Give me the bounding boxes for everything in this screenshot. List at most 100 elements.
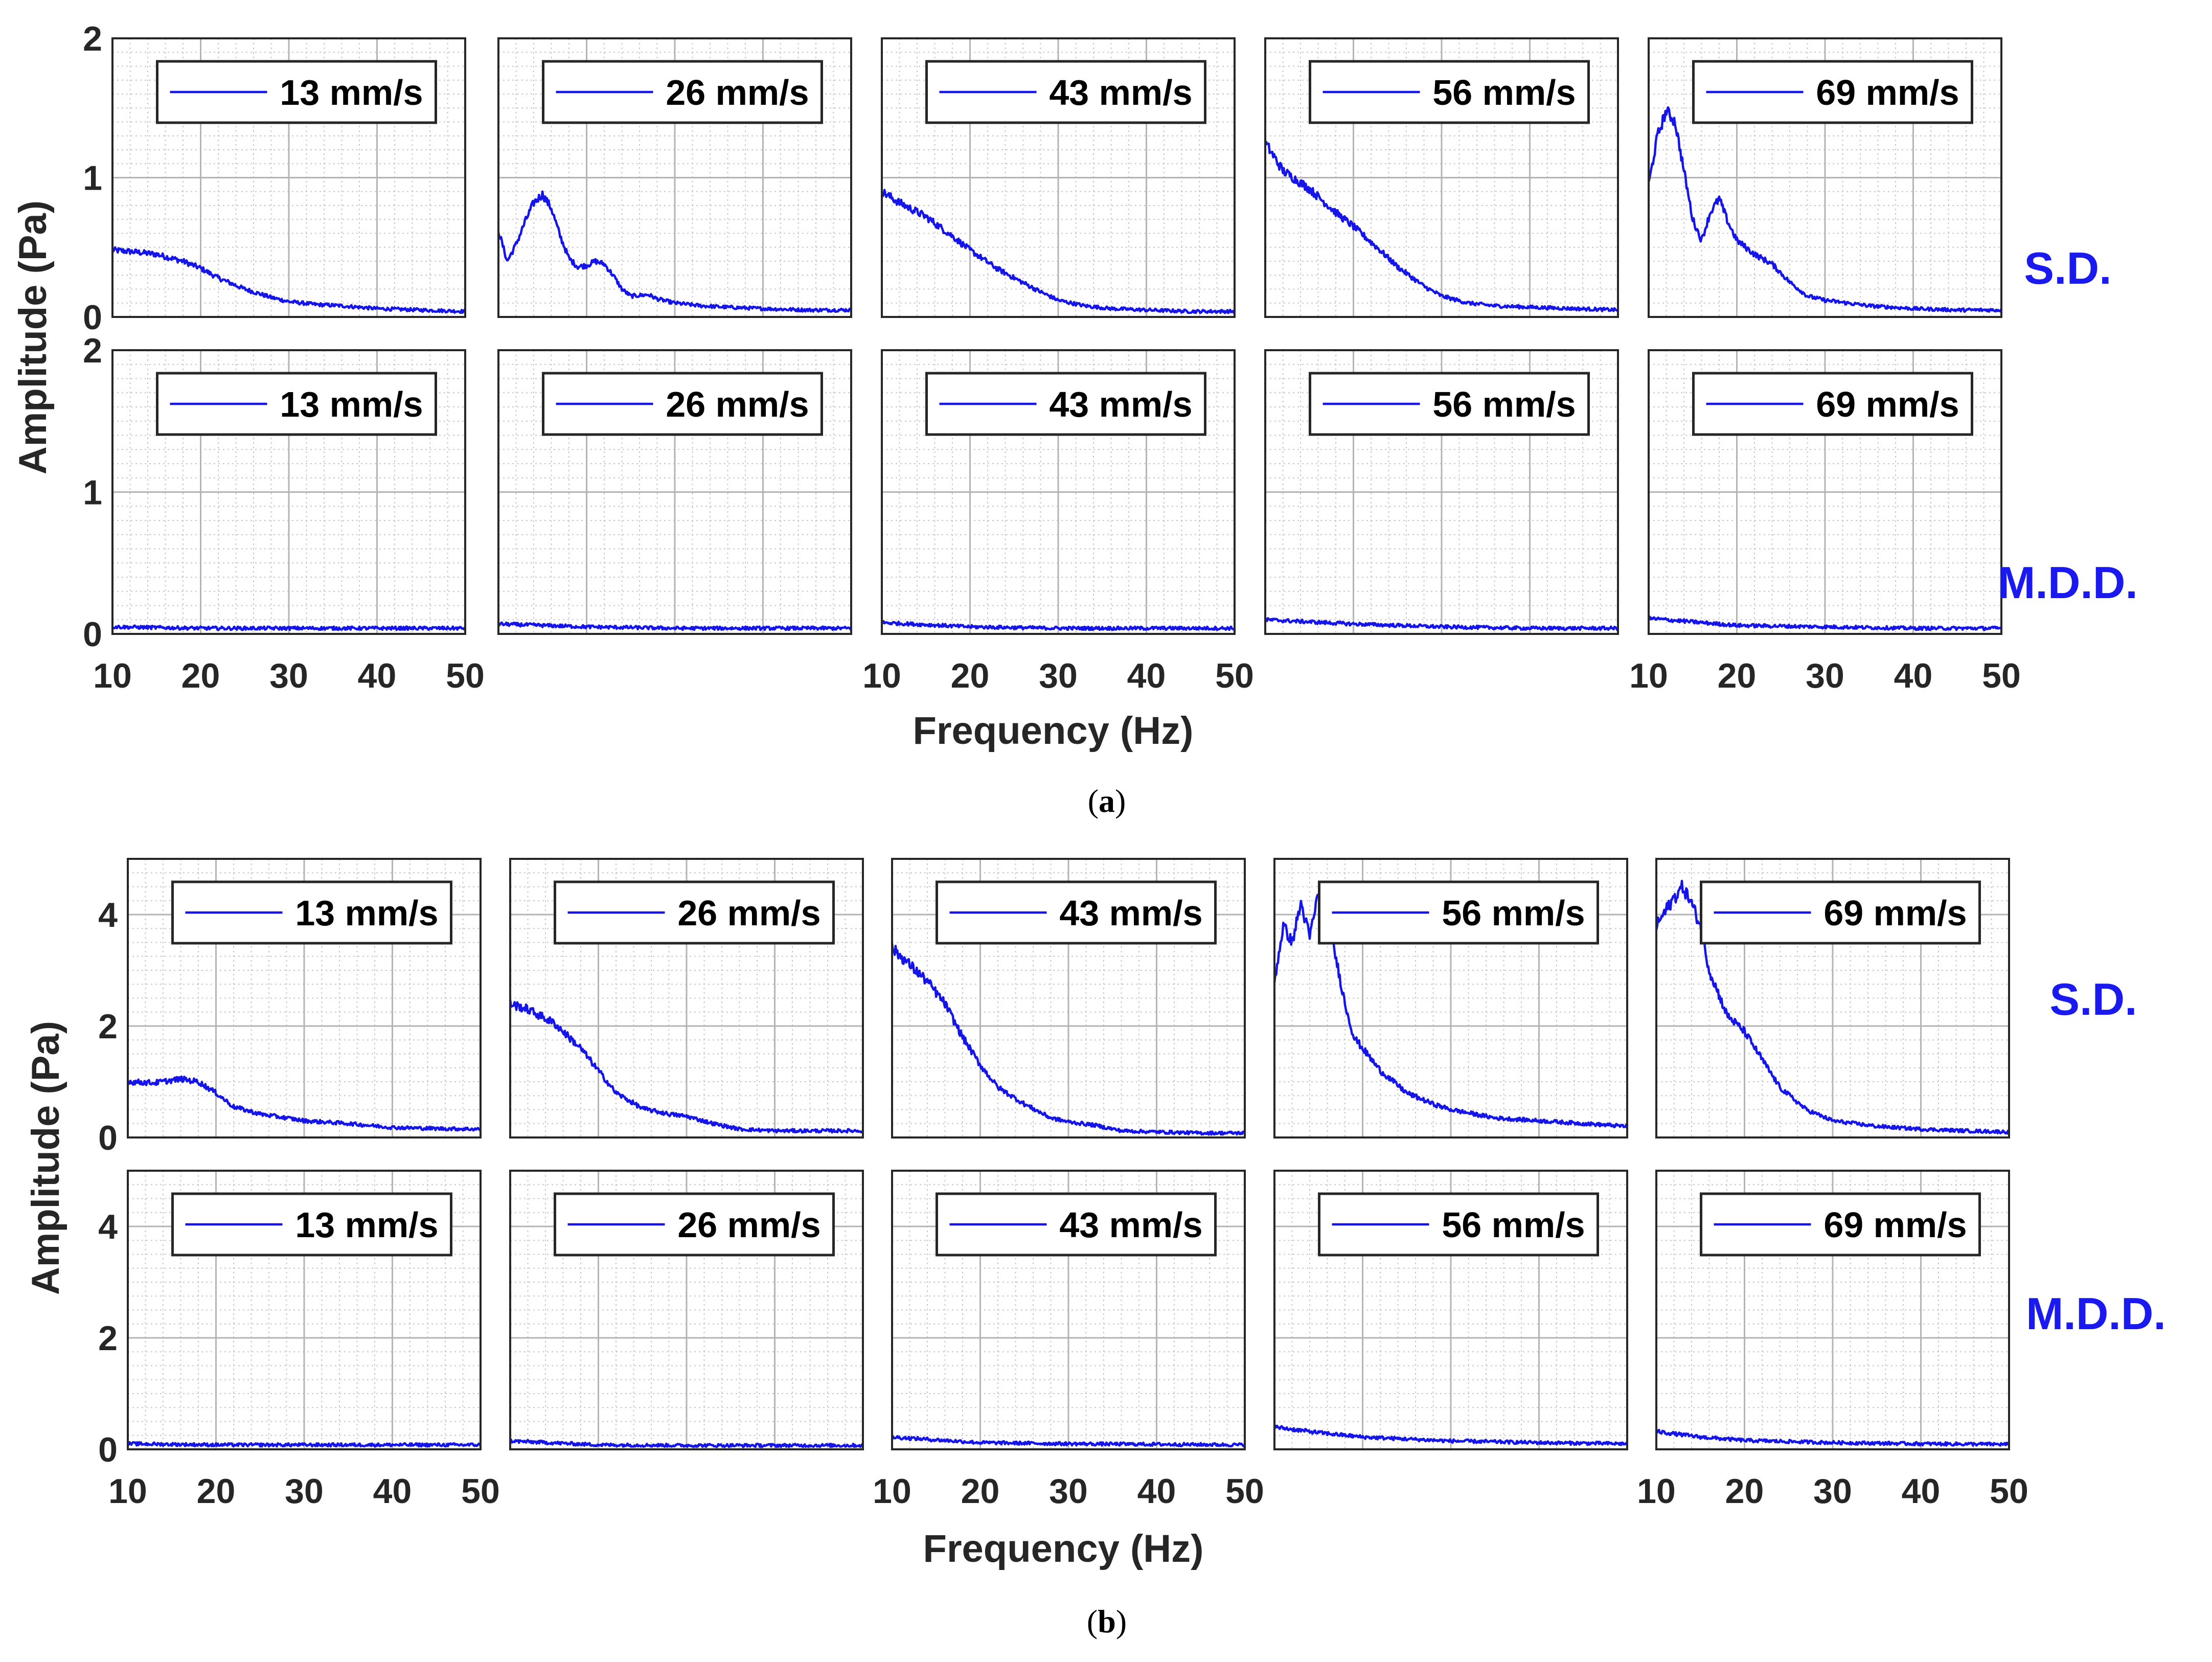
subplot-sd-3: 56 mm/s: [1264, 37, 1619, 318]
x-tick-label: 50: [1990, 1472, 2028, 1511]
panel-b: 13 mm/s 0 2 4 26 mm/s 43 mm/s 56 mm/s 69 mm/s S.…: [24, 858, 2166, 1570]
subplot-mdd-4: 69 mm/s 10 20 30 40 50: [1637, 1170, 2028, 1511]
x-tick-label: 20: [181, 656, 220, 695]
legend: 43 mm/s: [936, 1192, 1217, 1257]
x-tick-label: 50: [1982, 656, 2021, 695]
subplot-mdd-3: 56 mm/s: [1264, 349, 1619, 635]
y-tick-label: 2: [83, 331, 102, 370]
axes-frame: [1264, 349, 1619, 635]
panel-a-caption: (a): [1087, 783, 1126, 819]
series-line-43-mm-s: [881, 620, 1236, 631]
subplot-mdd-1: 26 mm/s: [497, 349, 852, 635]
series-line-13-mm-s: [111, 246, 466, 314]
panel-a-caption-letter: a: [1099, 783, 1115, 819]
legend-label: 69 mm/s: [1816, 73, 1959, 112]
subplot-mdd-4: 69 mm/s 10 20 30 40 50: [1629, 349, 2021, 695]
axes-frame: [1648, 349, 2002, 635]
legend-label: 26 mm/s: [677, 1205, 820, 1245]
y-tick-label: 0: [83, 298, 102, 337]
legend: 56 mm/s: [1318, 880, 1599, 945]
axes-frame: [497, 37, 852, 318]
legend-label: 43 mm/s: [1049, 384, 1192, 424]
x-tick-label: 20: [197, 1472, 236, 1511]
x-tick-label: 20: [1725, 1472, 1764, 1511]
y-tick-label: 0: [98, 1430, 118, 1469]
x-axis-label: Frequency (Hz): [923, 1527, 1204, 1570]
x-tick-label: 40: [1894, 656, 1933, 695]
x-axis-label: Frequency (Hz): [913, 709, 1194, 753]
y-tick-label: 4: [98, 896, 118, 935]
x-tick-label: 10: [1637, 1472, 1676, 1511]
y-tick-label: 0: [98, 1119, 118, 1157]
legend: 26 mm/s: [554, 880, 835, 945]
y-tick-label: 2: [98, 1007, 118, 1046]
x-tick-label: 50: [446, 656, 485, 695]
series-line-69-mm-s: [1655, 1428, 2010, 1447]
series-line-69-mm-s: [1655, 879, 2011, 1135]
subplot-sd-4: 69 mm/s: [1655, 858, 2011, 1139]
series-line-26-mm-s: [509, 1438, 864, 1448]
x-tick-label: 50: [1215, 656, 1254, 695]
subplot-mdd-3: 56 mm/s: [1273, 1170, 1628, 1450]
y-tick-label: 2: [83, 19, 102, 58]
panel-b-caption: (b): [1086, 1603, 1127, 1640]
axes-frame: [881, 37, 1236, 318]
row-label-sd: S.D.: [2049, 974, 2137, 1024]
legend-label: 26 mm/s: [677, 893, 820, 933]
series-line-26-mm-s: [497, 621, 852, 631]
axes-frame: [1273, 1170, 1628, 1450]
legend-label: 13 mm/s: [295, 893, 438, 933]
legend-label: 13 mm/s: [295, 1205, 438, 1245]
y-tick-label: 0: [83, 615, 102, 654]
x-tick-label: 20: [951, 656, 990, 695]
row-label-mdd: M.D.D.: [1998, 557, 2138, 608]
legend: 13 mm/s: [156, 60, 437, 124]
legend-label: 13 mm/s: [280, 384, 423, 424]
x-tick-label: 10: [93, 656, 132, 695]
axes-frame: [891, 858, 1246, 1139]
subplot-mdd-0: 13 mm/s 0 2 4 10 20 30 40 50: [98, 1170, 500, 1511]
y-axis-label: Amplitude (Pa): [11, 200, 55, 474]
subplot-sd-4: 69 mm/s: [1647, 37, 2003, 318]
legend-label: 69 mm/s: [1823, 893, 1967, 933]
subplot-sd-0: 13 mm/s 0 1 2: [83, 19, 466, 337]
series-line-13-mm-s: [112, 624, 467, 631]
legend: 56 mm/s: [1318, 1192, 1599, 1257]
legend: 43 mm/s: [925, 60, 1206, 124]
axes-frame: [509, 1170, 864, 1450]
x-tick-label: 30: [1813, 1472, 1852, 1511]
legend-label: 56 mm/s: [1432, 384, 1576, 424]
legend: 26 mm/s: [554, 1192, 835, 1257]
subplot-sd-3: 56 mm/s: [1273, 858, 1629, 1139]
series-line-26-mm-s: [497, 190, 853, 313]
legend-label: 26 mm/s: [666, 384, 809, 424]
series-line-26-mm-s: [509, 999, 864, 1134]
x-tick-label: 30: [285, 1472, 324, 1511]
x-tick-label: 10: [108, 1472, 147, 1511]
x-tick-label: 50: [1225, 1472, 1264, 1511]
y-tick-label: 4: [98, 1208, 118, 1246]
legend-label: 69 mm/s: [1823, 1205, 1967, 1245]
subplot-mdd-0: 13 mm/s 0 1 2 10 20 30 40 50: [83, 331, 485, 695]
legend-label: 43 mm/s: [1049, 73, 1192, 112]
subplot-sd-0: 13 mm/s 0 2 4: [98, 858, 482, 1157]
legend-label: 43 mm/s: [1059, 1205, 1202, 1245]
legend: 43 mm/s: [936, 880, 1217, 945]
legend: 56 mm/s: [1309, 372, 1590, 436]
legend-label: 26 mm/s: [666, 73, 809, 112]
x-tick-label: 40: [1902, 1472, 1941, 1511]
y-tick-label: 1: [83, 473, 102, 512]
series-line-43-mm-s: [891, 943, 1246, 1136]
axes-frame: [111, 349, 466, 635]
panel-b-caption-letter: b: [1098, 1603, 1116, 1640]
x-tick-label: 10: [862, 656, 901, 695]
legend: 69 mm/s: [1700, 1192, 1981, 1257]
legend: 13 mm/s: [171, 880, 452, 945]
x-tick-label: 40: [1127, 656, 1166, 695]
series-line-13-mm-s: [126, 1441, 482, 1448]
legend: 69 mm/s: [1692, 372, 1973, 436]
axes-frame: [1273, 858, 1628, 1139]
row-label-sd: S.D.: [2024, 243, 2111, 293]
legend: 13 mm/s: [156, 372, 437, 436]
